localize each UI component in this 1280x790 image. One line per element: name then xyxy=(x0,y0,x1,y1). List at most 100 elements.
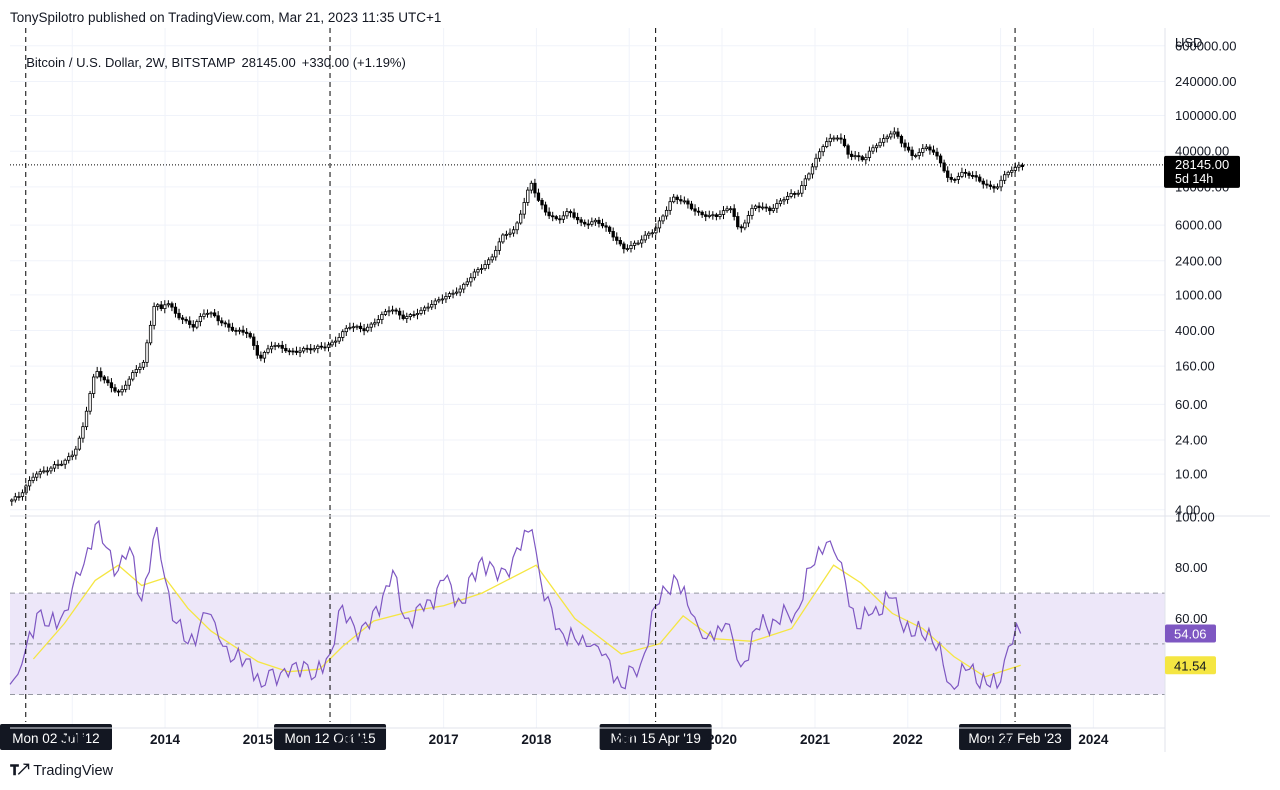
price-tick-label: 60.00 xyxy=(1175,397,1208,412)
candle-body xyxy=(280,344,284,349)
candle-body xyxy=(198,316,203,323)
candle-body xyxy=(248,333,252,338)
candle-body xyxy=(373,322,377,325)
candle-body xyxy=(693,208,697,212)
marker-date-label: Mon 15 Apr '19 xyxy=(610,731,700,746)
candle-body xyxy=(992,186,996,189)
marker-date-tag xyxy=(599,724,712,750)
candle-body xyxy=(113,387,117,392)
price-tick-label: 160.00 xyxy=(1175,359,1215,374)
candle-body xyxy=(664,209,669,217)
candle-body xyxy=(67,456,71,461)
candle-body xyxy=(383,311,388,315)
marker-date-tag xyxy=(274,724,387,750)
price-tick-label: 4.00 xyxy=(1175,502,1200,517)
candle-body xyxy=(145,342,149,363)
candle-body xyxy=(205,312,210,315)
candle-body xyxy=(380,314,384,320)
candle-body xyxy=(405,316,409,319)
candle-body xyxy=(216,315,220,322)
candle-body xyxy=(750,208,754,216)
candle-body xyxy=(81,426,85,439)
candle-body xyxy=(220,320,224,324)
candle-body xyxy=(860,156,864,161)
candle-body xyxy=(842,138,847,147)
candle-body xyxy=(351,326,356,329)
rsi-ma-tag xyxy=(1165,656,1216,675)
candle-body xyxy=(995,186,1000,189)
candle-body xyxy=(401,314,405,319)
marker-date-label: Mon 27 Feb '23 xyxy=(968,731,1061,746)
candle-body xyxy=(857,155,861,158)
candle-body xyxy=(319,345,324,348)
candle-body xyxy=(565,211,569,217)
candle-body xyxy=(743,222,747,229)
candle-body xyxy=(245,331,249,334)
candle-body xyxy=(679,199,683,202)
marker-date-label: Mon 02 Jul '12 xyxy=(12,731,99,746)
candle-body xyxy=(184,318,188,322)
symbol-change: +330.00 (+1.19%) xyxy=(301,55,406,70)
candle-body xyxy=(803,178,808,187)
candle-body xyxy=(1017,164,1021,168)
candle-body xyxy=(408,314,412,317)
candle-body xyxy=(878,141,882,147)
price-tick-label: 10.00 xyxy=(1175,467,1208,482)
candle-body xyxy=(230,326,235,331)
candle-body xyxy=(956,175,961,180)
candle-body xyxy=(152,306,156,326)
candle-body xyxy=(839,137,843,140)
candle-body xyxy=(761,206,765,209)
candle-body xyxy=(330,341,334,346)
time-tick-label: 2017 xyxy=(429,732,459,747)
candle-body xyxy=(817,151,822,159)
candle-body xyxy=(618,240,622,245)
candle-body xyxy=(632,242,637,246)
candle-body xyxy=(237,329,242,332)
price-tick-label: 6000.00 xyxy=(1175,218,1222,233)
candle-body xyxy=(672,196,676,203)
candle-body xyxy=(554,216,558,220)
candle-body xyxy=(170,303,174,308)
rsi-band-layer xyxy=(10,592,1165,696)
price-tick-label: 400.00 xyxy=(1175,323,1215,338)
candle-body xyxy=(131,372,135,380)
candle-body xyxy=(707,214,711,217)
candle-body xyxy=(234,329,238,332)
candle-body xyxy=(906,146,911,151)
candle-body xyxy=(27,480,32,487)
candle-body xyxy=(810,166,815,175)
candle-body xyxy=(195,321,199,328)
candle-body xyxy=(212,312,217,317)
candle-body xyxy=(732,208,736,217)
candle-body xyxy=(611,231,615,238)
candle-body xyxy=(757,205,761,209)
candle-body xyxy=(543,204,548,213)
marker-date-tag xyxy=(959,724,1072,750)
candle-body xyxy=(640,239,644,244)
candle-body xyxy=(191,324,195,328)
candle-body xyxy=(188,320,192,325)
candle-body xyxy=(668,201,672,211)
candle-body xyxy=(20,492,25,497)
candle-body xyxy=(209,312,213,315)
tradingview-brand[interactable]: 𝐓↗ TradingView xyxy=(10,762,113,779)
marker-date-label: Mon 12 Oct '15 xyxy=(284,731,375,746)
candle-body xyxy=(629,245,633,249)
candle-body xyxy=(568,211,573,214)
candle-body xyxy=(935,151,939,157)
candle-body xyxy=(526,189,530,203)
candle-body xyxy=(999,179,1003,188)
candle-body xyxy=(10,499,14,502)
candle-body xyxy=(223,322,227,325)
candle-body xyxy=(689,203,694,210)
candle-body xyxy=(56,463,60,466)
candle-body xyxy=(949,177,953,180)
candle-body xyxy=(365,326,370,332)
price-tick-label: 100000.00 xyxy=(1175,108,1236,123)
candle-body xyxy=(825,141,829,147)
candle-body xyxy=(579,219,583,223)
candle-body xyxy=(422,307,427,311)
candle-body xyxy=(376,319,380,324)
